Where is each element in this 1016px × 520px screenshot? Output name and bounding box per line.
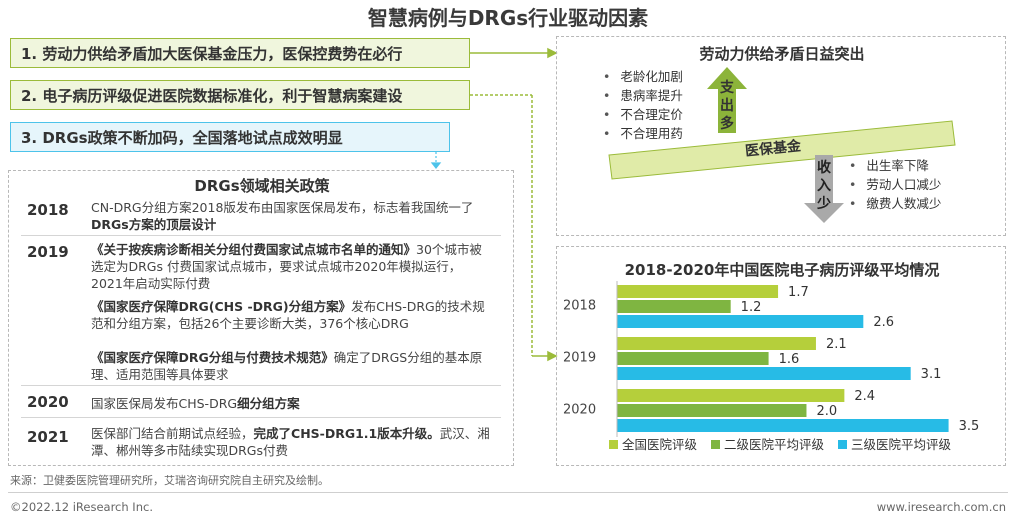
data-label-2019-2: 3.1: [921, 367, 942, 382]
labor-panel: 劳动力供给矛盾日益突出 老龄化加剧 患病率提升 不合理定价 不合理用药 支出多 …: [556, 36, 1006, 236]
bar-2019-0: [617, 337, 816, 350]
legend-swatch-2: [838, 440, 847, 449]
bar-2019-1: [617, 352, 769, 365]
data-label-2019-0: 2.1: [826, 337, 847, 352]
down-arrow-icon: [804, 155, 844, 223]
footer-copyright: ©2022.12 iResearch Inc.: [10, 500, 153, 514]
data-label-2018-0: 1.7: [788, 285, 809, 300]
fund-diagram: [608, 67, 956, 223]
category-label-2018: 2018: [563, 299, 596, 314]
legend-swatch-1: [711, 440, 720, 449]
policy-year-2020: 2020: [27, 393, 69, 411]
connector-arrowhead-3: [430, 162, 442, 169]
bar-2019-2: [617, 367, 911, 380]
policy-separator: [21, 417, 501, 418]
expense-list: 老龄化加剧 患病率提升 不合理定价 不合理用药: [603, 67, 683, 143]
footer-website: www.iresearch.com.cn: [876, 500, 1006, 514]
legend-label-1: 二级医院平均评级: [724, 437, 825, 452]
data-label-2018-1: 1.2: [741, 300, 762, 315]
policy-year-2021: 2021: [27, 428, 69, 446]
bar-2018-1: [617, 300, 731, 313]
bar-2020-1: [617, 404, 807, 417]
income-label: 收入少: [817, 160, 831, 212]
policy-year-2018: 2018: [27, 201, 69, 219]
bar-2020-0: [617, 389, 845, 402]
chart-title: 2018-2020年中国医院电子病历评级平均情况: [624, 261, 940, 279]
data-label-2020-0: 2.4: [854, 389, 875, 404]
fund-bar: [608, 120, 956, 180]
point-1: 1. 劳动力供给矛盾加大医保基金压力，医保控费势在必行: [10, 38, 470, 68]
policy-text-2019-a: 《关于按疾病诊断相关分组付费国家试点城市名单的通知》30个城市被选定为DRGs …: [91, 242, 482, 291]
policy-year-2019: 2019: [27, 243, 69, 261]
bar-chart: 2018 1.7 1.2 2.6 2019 2.1 1.6 3.1 2020 2.4 2.0 3.5 全…: [563, 281, 980, 452]
income-list: 出生率下降 劳动人口减少 缴费人数减少: [849, 156, 941, 213]
policy-separator: [21, 385, 501, 386]
data-label-2019-1: 1.6: [779, 352, 800, 367]
expense-item: 不合理定价: [603, 105, 683, 124]
policy-box: DRGs领域相关政策 2018 CN-DRG分组方案2018版发布由国家医保局发…: [8, 170, 514, 466]
footer-divider: [8, 492, 1008, 493]
policy-separator: [21, 235, 501, 236]
bar-2018-0: [617, 285, 779, 298]
bar-2018-2: [617, 315, 864, 328]
data-label-2020-2: 3.5: [959, 419, 980, 434]
expense-item: 不合理用药: [603, 124, 683, 143]
point-3: 3. DRGs政策不断加码，全国落地试点成效明显: [10, 122, 450, 152]
up-arrow-icon: [707, 67, 747, 133]
expense-item: 患病率提升: [603, 86, 683, 105]
category-label-2020: 2020: [563, 403, 596, 418]
category-label-2019: 2019: [563, 351, 596, 366]
policy-text-2021: 医保部门结合前期试点经验，完成了CHS-DRG1.1版本升级。武汉、湘潭、郴州等…: [91, 426, 490, 458]
bar-2020-2: [617, 419, 949, 432]
chart-panel: 2018-2020年中国医院电子病历评级平均情况 2018 1.7 1.2 2.6 20…: [556, 246, 1006, 466]
legend-label-2: 三级医院平均评级: [851, 437, 952, 452]
policy-text-2018: CN-DRG分组方案2018版发布由国家医保局发布，标志着我国统一了DRGs方案…: [91, 200, 474, 232]
income-item: 缴费人数减少: [849, 194, 941, 213]
data-label-2020-1: 2.0: [816, 404, 837, 419]
policy-text-2020: 国家医保局发布CHS-DRG细分组方案: [91, 396, 300, 411]
legend-label-0: 全国医院评级: [622, 437, 698, 452]
income-item: 出生率下降: [849, 156, 941, 175]
data-label-2018-2: 2.6: [873, 315, 894, 330]
legend-swatch-0: [609, 440, 618, 449]
expense-label: 支出多: [720, 80, 734, 132]
point-2: 2. 电子病历评级促进医院数据标准化，利于智慧病案建设: [10, 80, 470, 110]
source-note: 来源：卫健委医院管理研究所，艾瑞咨询研究院自主研究及绘制。: [10, 474, 329, 487]
policy-text-2019-c: 《国家医疗保障DRG分组与付费技术规范》确定了DRGS分组的基本原理、适用范围等…: [91, 350, 483, 382]
policy-text-2019-b: 《国家医疗保障DRG(CHS -DRG)分组方案》发布CHS-DRG的技术规范和…: [91, 299, 485, 331]
connector-arrowhead-1: [547, 47, 558, 59]
expense-item: 老龄化加剧: [603, 67, 683, 86]
income-item: 劳动人口减少: [849, 175, 941, 194]
labor-panel-title: 劳动力供给矛盾日益突出: [699, 45, 865, 63]
policy-title: DRGs领域相关政策: [194, 177, 330, 195]
connector-arrowhead-2: [547, 350, 558, 362]
page-title: 智慧病例与DRGs行业驱动因素: [367, 6, 649, 30]
